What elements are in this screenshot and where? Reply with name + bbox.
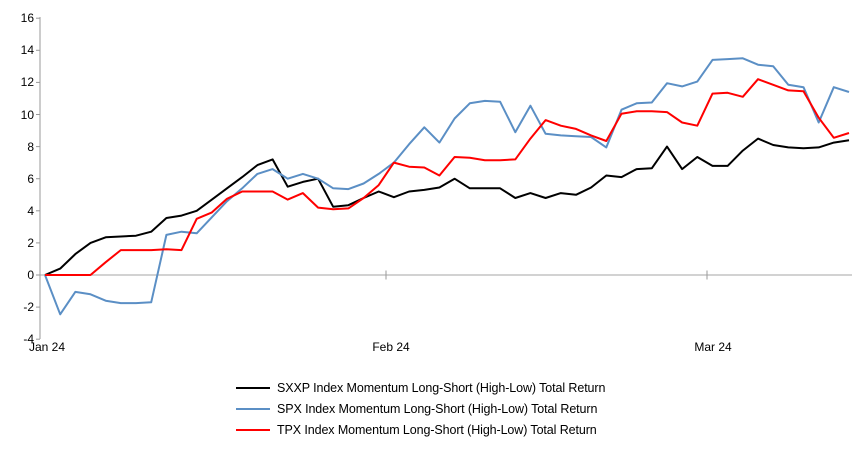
x-axis-label-jan: Jan 24 bbox=[28, 340, 66, 354]
legend-item-spx: SPX Index Momentum Long-Short (High-Low)… bbox=[236, 398, 605, 419]
y-axis-label: 6 bbox=[27, 171, 34, 186]
x-axis-label-mar: Mar 24 bbox=[694, 340, 732, 354]
legend-line-sample-spx bbox=[236, 407, 270, 410]
legend-line-sample-tpx bbox=[236, 428, 270, 431]
y-axis-label: 8 bbox=[27, 139, 34, 154]
y-axis-label: -2 bbox=[23, 300, 34, 315]
series-line-sxxp bbox=[44, 137, 850, 276]
legend-label-tpx: TPX Index Momentum Long-Short (High-Low)… bbox=[277, 422, 597, 437]
y-axis-label: 0 bbox=[27, 268, 34, 282]
legend-item-sxxp: SXXP Index Momentum Long-Short (High-Low… bbox=[236, 377, 605, 398]
legend-label-sxxp: SXXP Index Momentum Long-Short (High-Low… bbox=[277, 380, 606, 395]
y-axis-label: 2 bbox=[27, 235, 34, 250]
legend-label-spx: SPX Index Momentum Long-Short (High-Low)… bbox=[277, 401, 598, 416]
x-axis-label-feb: Feb 24 bbox=[372, 340, 410, 354]
legend: SXXP Index Momentum Long-Short (High-Low… bbox=[236, 377, 605, 440]
y-axis-label: 10 bbox=[20, 107, 34, 122]
y-axis-label: 4 bbox=[27, 203, 34, 218]
y-axis-label: 16 bbox=[20, 11, 34, 26]
legend-line-sample-sxxp bbox=[236, 386, 270, 389]
legend-item-tpx: TPX Index Momentum Long-Short (High-Low)… bbox=[236, 419, 605, 440]
series-line-spx bbox=[44, 57, 850, 316]
y-axis-label: 12 bbox=[20, 75, 34, 90]
y-axis-label: 14 bbox=[20, 43, 34, 58]
y-axis-label: -4 bbox=[23, 332, 34, 347]
series-line-tpx bbox=[45, 78, 850, 276]
